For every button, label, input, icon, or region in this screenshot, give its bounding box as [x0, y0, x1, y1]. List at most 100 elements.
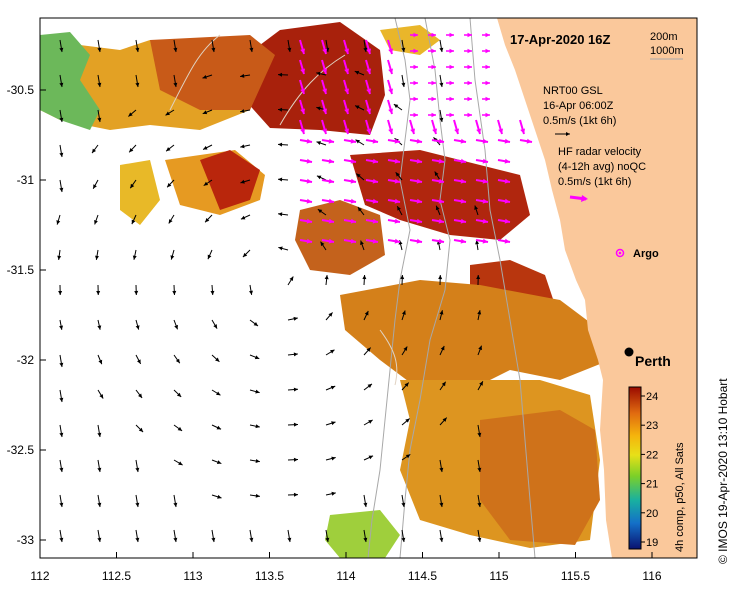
- hf-arrow: [365, 138, 379, 144]
- hf-arrow: [321, 178, 335, 184]
- gsl-arrow: [401, 346, 408, 356]
- hf-arrow: [343, 218, 357, 224]
- gsl-arrow: [59, 389, 64, 403]
- gsl-arrow: [278, 212, 289, 217]
- gsl-arrow: [172, 284, 177, 296]
- y-tick-label: -33: [17, 533, 35, 547]
- gsl-arrow: [356, 173, 365, 181]
- x-tick-label: 113.5: [255, 569, 284, 583]
- argo-marker-icon: [615, 248, 625, 258]
- hf-arrow: [519, 119, 526, 135]
- gsl-arrow: [128, 109, 137, 117]
- gsl-arrow: [97, 389, 104, 399]
- gsl-arrow: [249, 284, 253, 295]
- gsl-arrow: [439, 345, 445, 356]
- hf-arrow: [464, 48, 472, 54]
- gsl-arrow: [57, 249, 62, 260]
- hf-arrow: [497, 238, 511, 244]
- hf-arrow: [299, 238, 313, 244]
- hf-arrow: [409, 218, 423, 224]
- hf-arrow: [365, 99, 372, 115]
- sst-patch-central-hot: [350, 150, 530, 240]
- gsl-arrow: [97, 459, 102, 473]
- gsl-arrow: [475, 240, 480, 251]
- hf-arrow: [431, 158, 445, 164]
- colorbar-tick-label: 23: [646, 420, 658, 432]
- gsl-arrow: [439, 494, 444, 508]
- y-axis: -30.5 -31 -31.5 -32 -32.5 -33: [7, 83, 46, 547]
- gsl-arrow: [477, 310, 482, 321]
- colorbar-tick-label: 22: [646, 449, 658, 461]
- meander-curves: [169, 34, 398, 386]
- gsl-arrow: [287, 492, 299, 497]
- colorbar-tick-label: 19: [646, 537, 658, 549]
- gsl-arrow: [240, 73, 251, 78]
- gsl-arrow: [362, 274, 367, 286]
- gsl-arrow: [354, 105, 365, 111]
- hf-arrow: [410, 80, 418, 86]
- y-tick-label: -32.5: [7, 443, 35, 457]
- hf-arrow: [365, 79, 372, 95]
- gsl-arrow: [434, 171, 441, 181]
- colorbar-ticks: 24 23 22 21 20 19: [641, 391, 658, 549]
- gsl-arrow: [316, 175, 327, 181]
- gsl-arrow: [202, 144, 213, 150]
- hf-arrow: [475, 158, 489, 164]
- gsl-arrow: [354, 70, 365, 76]
- x-tick-label: 114.5: [408, 569, 437, 583]
- gsl-arrow: [240, 144, 251, 149]
- gsl-arrow: [173, 529, 178, 543]
- gsl-arrow: [249, 389, 260, 394]
- gsl-arrow: [92, 179, 99, 190]
- hf-arrow: [321, 99, 328, 115]
- hf-arrow: [387, 218, 401, 224]
- gsl-arrow: [135, 389, 143, 399]
- gsl-arrow: [325, 349, 335, 356]
- gsl-arrow: [202, 74, 213, 79]
- gsl-arrow: [477, 529, 482, 543]
- gsl-arrow: [401, 494, 406, 508]
- gsl-arrow: [395, 171, 403, 181]
- gsl-arrow: [59, 494, 64, 508]
- x-tick-label: 115: [489, 569, 508, 583]
- gsl-arrow: [439, 109, 444, 123]
- gsl-arrow: [363, 39, 368, 53]
- hf-arrow: [497, 198, 511, 204]
- hf-arrow: [299, 39, 306, 55]
- gsl-arrow: [360, 240, 365, 251]
- gsl-arrow: [287, 387, 299, 392]
- hf-arrow: [387, 99, 394, 115]
- hf-arrow: [453, 178, 467, 184]
- hf-arrow: [475, 178, 489, 184]
- hf-arrow: [497, 218, 511, 224]
- gsl-arrow: [474, 205, 479, 216]
- hf-arrow: [387, 119, 394, 135]
- gsl-arrow: [173, 494, 178, 508]
- gsl-arrow: [363, 419, 373, 426]
- gsl-arrow: [56, 214, 61, 225]
- hf-arrow: [519, 138, 533, 144]
- gsl-arrow: [287, 39, 292, 53]
- gsl-arrow: [396, 205, 403, 216]
- sst-patch-west-small-3: [200, 150, 260, 210]
- gsl-arrow: [439, 381, 447, 391]
- hf-arrow: [365, 59, 372, 75]
- gsl-arrow: [135, 74, 140, 88]
- hf-arrow: [387, 238, 401, 244]
- gsl-arrow: [363, 455, 374, 461]
- contour-200m: [367, 18, 411, 558]
- x-tick-label: 114: [336, 569, 355, 583]
- gsl-arrow: [249, 424, 260, 429]
- hf-arrow: [464, 80, 472, 86]
- y-tick-label: -31: [17, 173, 35, 187]
- gsl-legend-line1: NRT00 GSL: [543, 85, 603, 97]
- hf-arrow: [431, 218, 445, 224]
- hf-arrow: [475, 238, 489, 244]
- hf-arrow: [387, 138, 401, 144]
- sst-patch-north-mid: [150, 35, 275, 110]
- gsl-arrow: [439, 529, 444, 543]
- gsl-arrow: [173, 74, 178, 88]
- gsl-arrow: [287, 316, 298, 321]
- gsl-arrow: [96, 284, 101, 296]
